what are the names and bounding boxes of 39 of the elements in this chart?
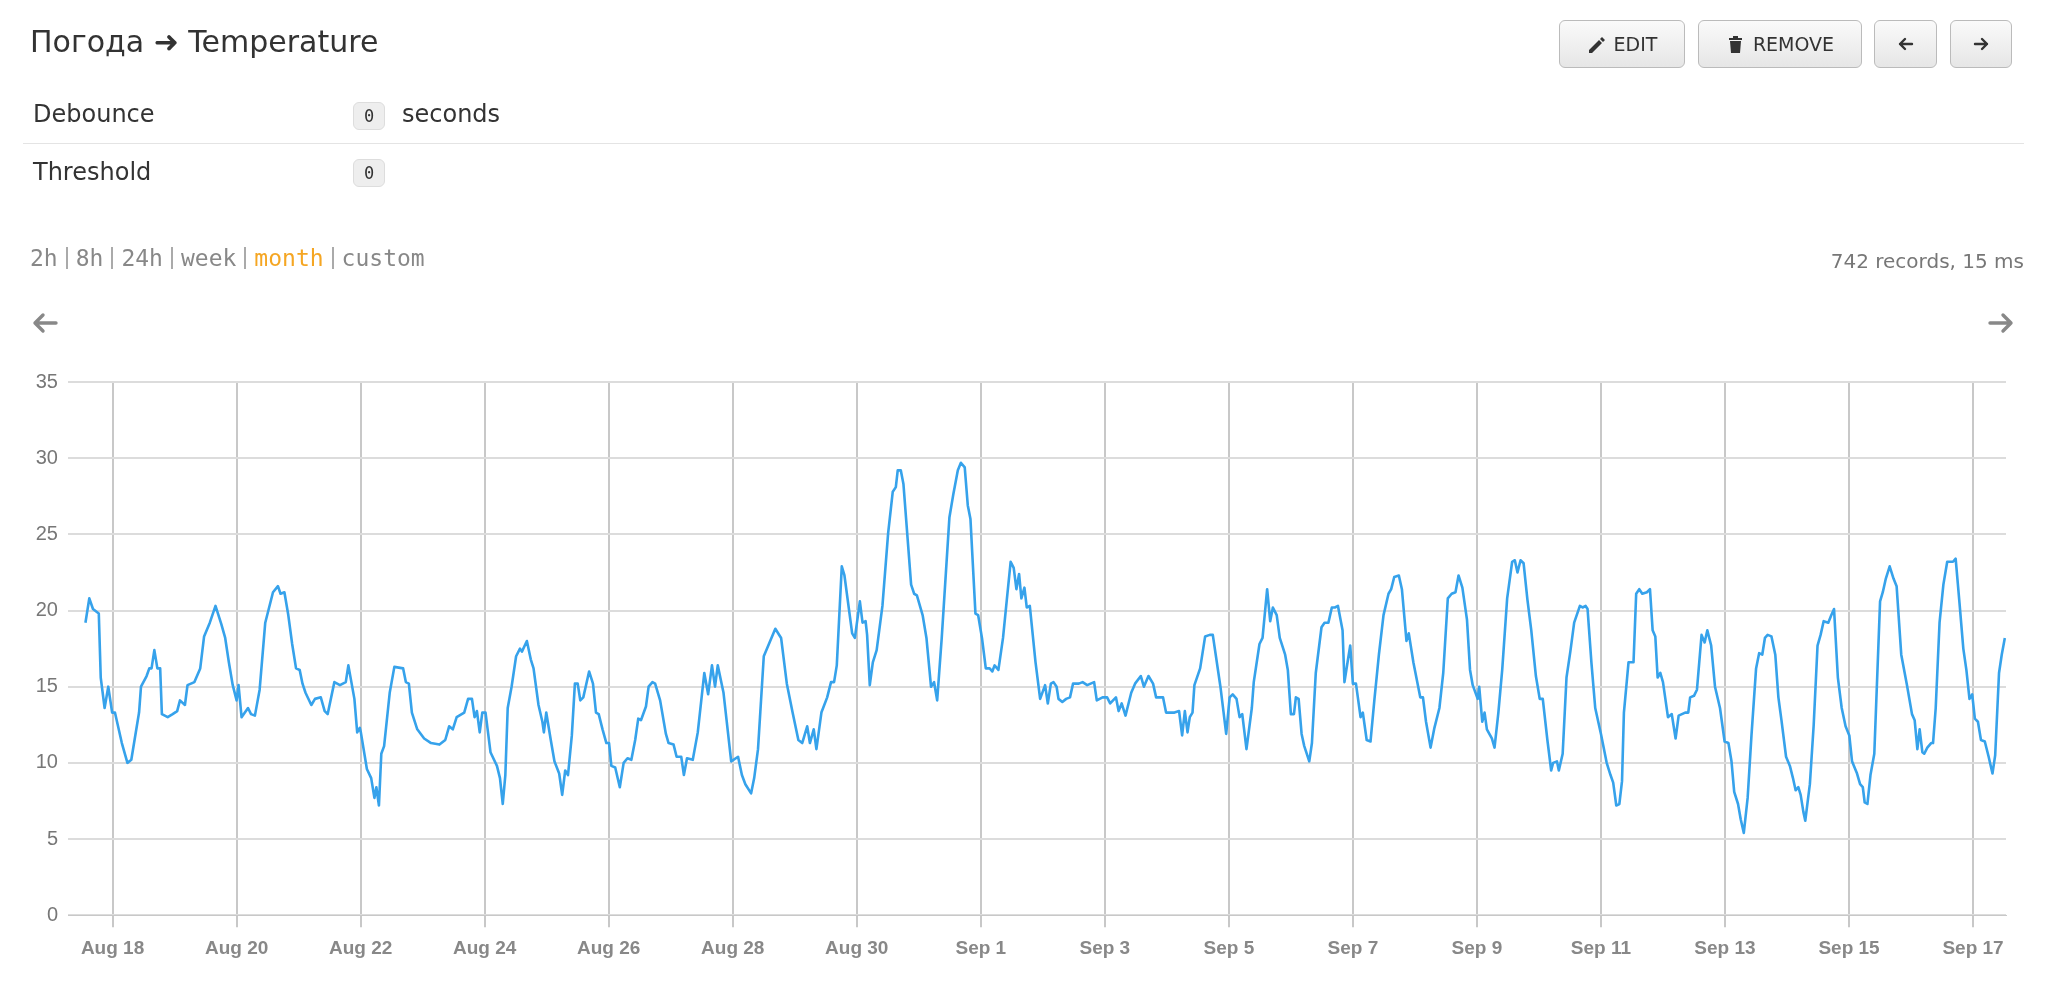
text: 0 [353, 159, 386, 187]
x-tick-label: Sep 15 [1818, 936, 1881, 958]
x-tick-label: Sep 11 [1570, 936, 1632, 958]
x-tick-label: Sep 7 [1327, 936, 1379, 958]
x-tick-label: Aug 24 [452, 936, 517, 958]
text: REMOVE [1752, 33, 1835, 55]
y-tick-label: 15 [35, 674, 58, 697]
x-tick-label: Aug 18 [80, 936, 145, 958]
x-tick-label: Sep 13 [1694, 936, 1756, 958]
chart-title: Погода ➜ Temperature [30, 24, 379, 59]
text: custom [331, 245, 433, 271]
x-tick-label: Sep 5 [1203, 936, 1255, 958]
y-tick-label: 0 [46, 902, 58, 925]
y-tick-label: 30 [35, 445, 58, 468]
x-tick-label: Aug 22 [328, 936, 393, 958]
x-tick-label: Sep 1 [955, 936, 1007, 958]
x-tick-label: Sep 9 [1451, 936, 1503, 958]
x-tick-label: Sep 3 [1079, 936, 1131, 958]
text: Debounce [33, 100, 155, 128]
x-tick-label: Aug 30 [825, 936, 889, 958]
y-tick-label: 10 [35, 750, 58, 773]
text: 24h [111, 245, 171, 271]
y-tick-label: 5 [46, 826, 58, 849]
text: 8h [65, 245, 112, 271]
text: 742 records, 15 ms [1830, 249, 2024, 273]
text: EDIT [1613, 33, 1658, 55]
y-tick-label: 35 [35, 369, 58, 392]
text: 2h [30, 245, 59, 271]
x-tick-label: Sep 17 [1942, 936, 2004, 958]
y-tick-label: 25 [35, 521, 58, 544]
text: Threshold [33, 158, 152, 186]
x-tick-label: Aug 20 [204, 936, 269, 958]
text: week [170, 245, 245, 271]
x-tick-label: Aug 28 [701, 936, 765, 958]
text: 0 [353, 102, 386, 130]
x-tick-label: Aug 26 [577, 936, 641, 958]
text: month [244, 245, 332, 271]
y-tick-label: 20 [35, 598, 58, 621]
text: seconds [402, 100, 501, 128]
